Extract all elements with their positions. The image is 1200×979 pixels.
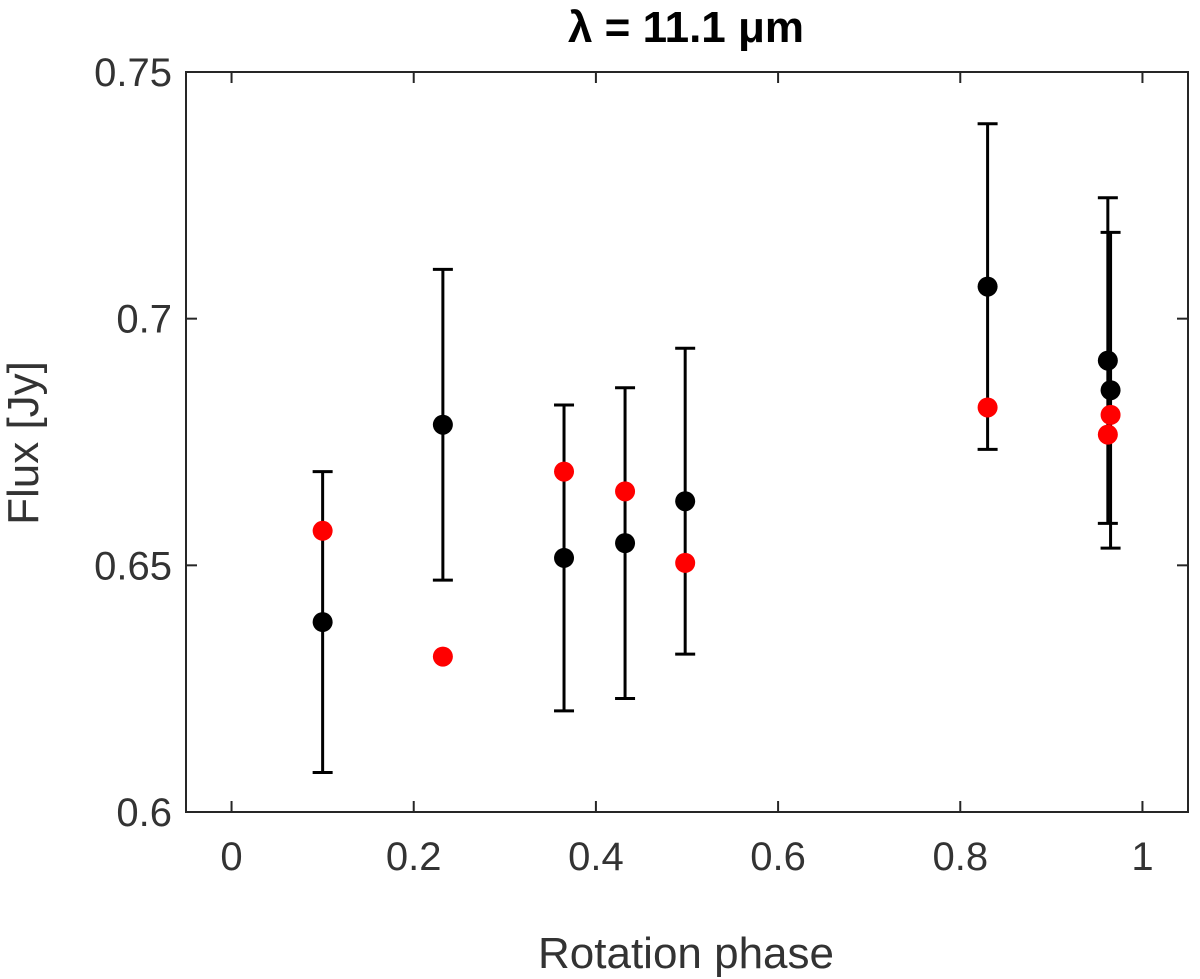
model-point bbox=[1097, 424, 1118, 445]
observed-point bbox=[1100, 380, 1121, 401]
y-tick-label: 0.7 bbox=[116, 298, 172, 342]
model-point bbox=[432, 646, 453, 667]
observed-point bbox=[432, 414, 453, 435]
model-point bbox=[1100, 404, 1121, 425]
x-tick-label: 0 bbox=[220, 835, 242, 879]
observed-point bbox=[312, 612, 333, 633]
observed-point bbox=[1097, 350, 1118, 371]
observed-point bbox=[615, 533, 636, 554]
x-tick-label: 1 bbox=[1131, 835, 1153, 879]
x-tick-label: 0.8 bbox=[932, 835, 988, 879]
y-axis-label: Flux [Jy] bbox=[0, 361, 48, 525]
model-point bbox=[615, 481, 636, 502]
x-tick-label: 0.2 bbox=[386, 835, 442, 879]
model-point bbox=[554, 461, 575, 482]
observed-point bbox=[675, 491, 696, 512]
chart-title: λ = 11.1 μm bbox=[568, 3, 804, 52]
data-points bbox=[312, 276, 1121, 667]
observed-point bbox=[977, 276, 998, 297]
x-tick-label: 0.6 bbox=[750, 835, 806, 879]
axis-ticks bbox=[186, 71, 1188, 813]
model-point bbox=[312, 520, 333, 541]
y-tick-label: 0.6 bbox=[116, 791, 172, 835]
plot-frame bbox=[185, 71, 1189, 813]
x-axis-label: Rotation phase bbox=[538, 929, 834, 978]
model-point bbox=[675, 552, 696, 573]
y-tick-label: 0.65 bbox=[94, 544, 172, 588]
error-bars bbox=[312, 122, 1121, 775]
observed-point bbox=[554, 547, 575, 568]
model-point bbox=[977, 397, 998, 418]
x-tick-label: 0.4 bbox=[568, 835, 624, 879]
y-tick-label: 0.75 bbox=[94, 51, 172, 95]
tick-labels: 0 0.2 0.4 0.6 0.8 1 0.6 0.65 0.7 0.75 bbox=[94, 51, 1153, 879]
